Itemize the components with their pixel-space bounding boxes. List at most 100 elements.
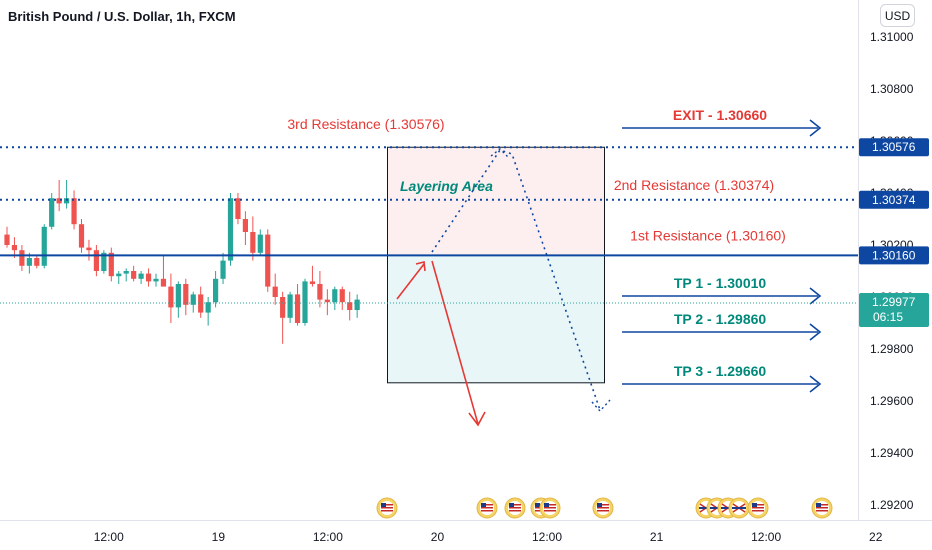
- candle-body: [101, 252, 107, 271]
- candle-body: [265, 234, 271, 287]
- candle-body: [93, 250, 99, 271]
- layering-zone-frame: [387, 146, 605, 384]
- time-tick-label: 20: [431, 530, 445, 544]
- candle-body: [160, 278, 167, 287]
- price-tick-label: 1.29400: [870, 446, 914, 460]
- level-price-tag-text: 1.30374: [872, 193, 916, 207]
- candle-body: [332, 289, 338, 303]
- projection-end: [591, 399, 611, 413]
- candle-body: [49, 198, 55, 227]
- candle-body: [235, 198, 241, 219]
- candle-body: [287, 294, 293, 318]
- us-flag-icon[interactable]: [476, 497, 498, 519]
- target-arrow-head: [809, 323, 822, 341]
- layering-zone-lower: [387, 255, 604, 383]
- current-price-text: 1.29977: [872, 295, 916, 309]
- flag-canton: [381, 503, 386, 507]
- price-axis[interactable]: 1.310001.308001.306001.304001.302001.300…: [870, 30, 914, 512]
- us-flag-icon[interactable]: [504, 497, 526, 519]
- flag-canton: [535, 503, 540, 507]
- candle-body: [354, 299, 360, 310]
- flag-canton: [752, 503, 757, 507]
- time-axis[interactable]: 12:00 19 12:00 20 12:00 21 12:00 22: [94, 530, 883, 544]
- flag-stripe: [481, 504, 493, 506]
- candle-body: [324, 299, 330, 303]
- candle-body: [309, 281, 316, 284]
- flag-stripe: [481, 507, 493, 509]
- candle-body: [257, 234, 263, 253]
- time-tick-label: 19: [212, 530, 226, 544]
- candle-body: [227, 198, 234, 261]
- candle-body: [41, 226, 47, 266]
- flag-stripe: [597, 504, 609, 506]
- candle-body: [34, 258, 40, 266]
- layering-area-label: Layering Area: [400, 178, 493, 194]
- candle-body: [56, 198, 62, 204]
- drop-arrow: [431, 260, 479, 425]
- economic-event-icons[interactable]: [376, 497, 833, 519]
- flag-stripe: [752, 504, 764, 506]
- time-tick-label: 12:00: [313, 530, 343, 544]
- us-flag-icon[interactable]: [539, 497, 561, 519]
- price-tick-label: 1.30800: [870, 82, 914, 96]
- time-tick-label: 12:00: [751, 530, 781, 544]
- candle-body: [123, 271, 129, 274]
- us-flag-icon[interactable]: [376, 497, 398, 519]
- currency-button-frame[interactable]: [880, 4, 915, 27]
- us-flag-icon[interactable]: [811, 497, 833, 519]
- flag-stripe: [597, 510, 609, 512]
- candle-body: [11, 245, 18, 251]
- time-tick-label: 12:00: [94, 530, 124, 544]
- flag-stripe: [752, 507, 764, 509]
- level-price-tag: [859, 138, 929, 157]
- candle-body: [220, 260, 226, 279]
- target-label: TP 1 - 1.30010: [674, 275, 767, 291]
- bounce-arrow-head: [415, 261, 426, 272]
- candle-body: [347, 302, 353, 310]
- bounce-arrow: [396, 263, 425, 300]
- flag-stripe: [381, 510, 393, 512]
- candle-body: [131, 271, 137, 279]
- flag-canton: [597, 503, 602, 507]
- us-flag-icon[interactable]: [747, 497, 769, 519]
- resistance-level-label: 1st Resistance (1.30160): [630, 227, 786, 243]
- flag-stripe: [509, 507, 521, 509]
- candle-body: [213, 278, 219, 303]
- time-tick-label: 21: [650, 530, 664, 544]
- time-tick-label: 22: [869, 530, 883, 544]
- candlesticks: [4, 180, 360, 344]
- flag-stripe: [752, 510, 764, 512]
- candle-body: [294, 294, 301, 323]
- candle-body: [71, 198, 77, 225]
- flag-canton: [544, 503, 549, 507]
- candle-body: [175, 284, 181, 308]
- candle-body: [302, 281, 308, 323]
- candle-body: [116, 273, 122, 277]
- us-flag-icon[interactable]: [592, 497, 614, 519]
- candle-body: [138, 273, 144, 279]
- target-arrow-head: [809, 119, 822, 137]
- flag-stripe: [481, 510, 493, 512]
- currency-button-label[interactable]: USD: [885, 9, 911, 23]
- candle-body: [26, 258, 32, 266]
- price-tick-label: 1.31000: [870, 30, 914, 44]
- candle-body: [19, 250, 25, 266]
- flag-stripe: [381, 507, 393, 509]
- projection-peak: [490, 148, 509, 158]
- level-price-tag-text: 1.30576: [872, 140, 916, 154]
- candle-body: [145, 273, 152, 282]
- candle-body: [78, 224, 85, 248]
- flag-stripe: [597, 507, 609, 509]
- flag-canton: [509, 503, 514, 507]
- uk-flag-icon[interactable]: [728, 497, 750, 519]
- candle-body: [190, 294, 196, 305]
- flag-stripe: [816, 510, 828, 512]
- candle-body: [272, 286, 278, 297]
- currency-button[interactable]: USD: [880, 4, 915, 27]
- layering-zone-upper: [387, 147, 604, 256]
- candle-body: [250, 232, 256, 253]
- time-tick-label: 12:00: [532, 530, 562, 544]
- flag-canton: [481, 503, 486, 507]
- current-price-tag: [859, 292, 929, 327]
